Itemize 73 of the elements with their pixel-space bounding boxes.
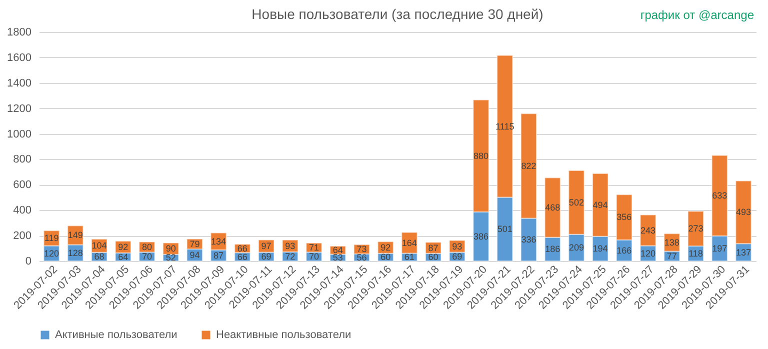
y-tick-label: 600 <box>13 179 32 192</box>
data-label: 56 <box>356 252 367 262</box>
data-label: 104 <box>92 240 107 251</box>
data-label: 120 <box>44 248 60 258</box>
data-label: 72 <box>285 251 296 262</box>
data-label: 119 <box>44 233 59 244</box>
data-label: 68 <box>94 252 104 262</box>
legend-label: Неактивные пользователи <box>216 329 352 341</box>
data-label: 501 <box>497 224 512 234</box>
data-label: 164 <box>402 238 417 248</box>
y-tick-label: 1800 <box>7 26 32 38</box>
data-label: 80 <box>142 242 152 252</box>
data-label: 336 <box>521 234 536 245</box>
legend-label: Активные пользователи <box>55 329 178 341</box>
data-label: 92 <box>380 242 391 253</box>
data-label: 53 <box>332 252 343 263</box>
data-label: 186 <box>545 244 560 254</box>
data-label: 468 <box>545 202 560 213</box>
y-tick-label: 1200 <box>7 102 32 115</box>
data-label: 880 <box>473 150 489 161</box>
data-label: 197 <box>712 243 728 254</box>
data-label: 87 <box>428 242 438 253</box>
data-label: 120 <box>640 248 656 258</box>
data-label: 273 <box>688 224 704 234</box>
data-label: 93 <box>285 240 296 251</box>
data-label: 138 <box>664 237 680 248</box>
text: график от @arcange <box>640 8 754 22</box>
data-label: 134 <box>211 236 226 246</box>
y-tick-label: 400 <box>13 204 32 217</box>
data-label: 93 <box>452 241 462 252</box>
data-label: 243 <box>640 225 656 236</box>
data-label: 822 <box>521 160 536 171</box>
y-tick-label: 800 <box>13 154 32 166</box>
data-label: 493 <box>736 207 751 218</box>
data-label: 633 <box>712 190 728 201</box>
data-label: 92 <box>118 242 128 252</box>
data-label: 209 <box>568 242 584 253</box>
data-label: 70 <box>308 252 319 262</box>
data-label: 79 <box>190 239 200 250</box>
y-tick-label: 1400 <box>7 77 32 90</box>
data-label: 64 <box>118 252 128 262</box>
data-label: 386 <box>473 231 489 242</box>
data-label: 137 <box>736 247 751 258</box>
data-label: 149 <box>68 230 83 240</box>
data-label: 70 <box>142 252 152 262</box>
data-label: 194 <box>592 244 608 254</box>
data-label: 73 <box>356 244 367 254</box>
chart-title: Новые пользователи (за последние 30 дней) <box>252 6 544 22</box>
data-label: 118 <box>688 248 703 258</box>
y-tick-label: 1600 <box>7 52 32 64</box>
y-tick-label: 1000 <box>7 128 32 140</box>
data-label: 494 <box>592 200 608 210</box>
data-label: 77 <box>666 251 677 262</box>
data-label: 71 <box>308 242 319 253</box>
data-label: 66 <box>237 252 248 262</box>
data-label: 94 <box>190 250 200 260</box>
data-label: 128 <box>68 248 83 258</box>
data-label: 97 <box>261 241 272 252</box>
data-label: 69 <box>452 252 462 262</box>
data-label: 356 <box>616 212 632 222</box>
data-label: 69 <box>261 252 272 262</box>
y-tick-label: 0 <box>25 256 32 268</box>
data-label: 52 <box>166 252 176 263</box>
data-label: 87 <box>214 250 224 260</box>
y-tick-label: 200 <box>13 230 32 242</box>
data-label: 502 <box>568 197 584 208</box>
data-label: 66 <box>237 243 248 254</box>
data-label: 60 <box>380 252 391 262</box>
data-label: 60 <box>428 252 438 262</box>
data-label: 166 <box>616 245 632 256</box>
data-label: 90 <box>166 244 176 254</box>
data-label: 64 <box>332 245 343 256</box>
data-label: 61 <box>404 252 414 262</box>
